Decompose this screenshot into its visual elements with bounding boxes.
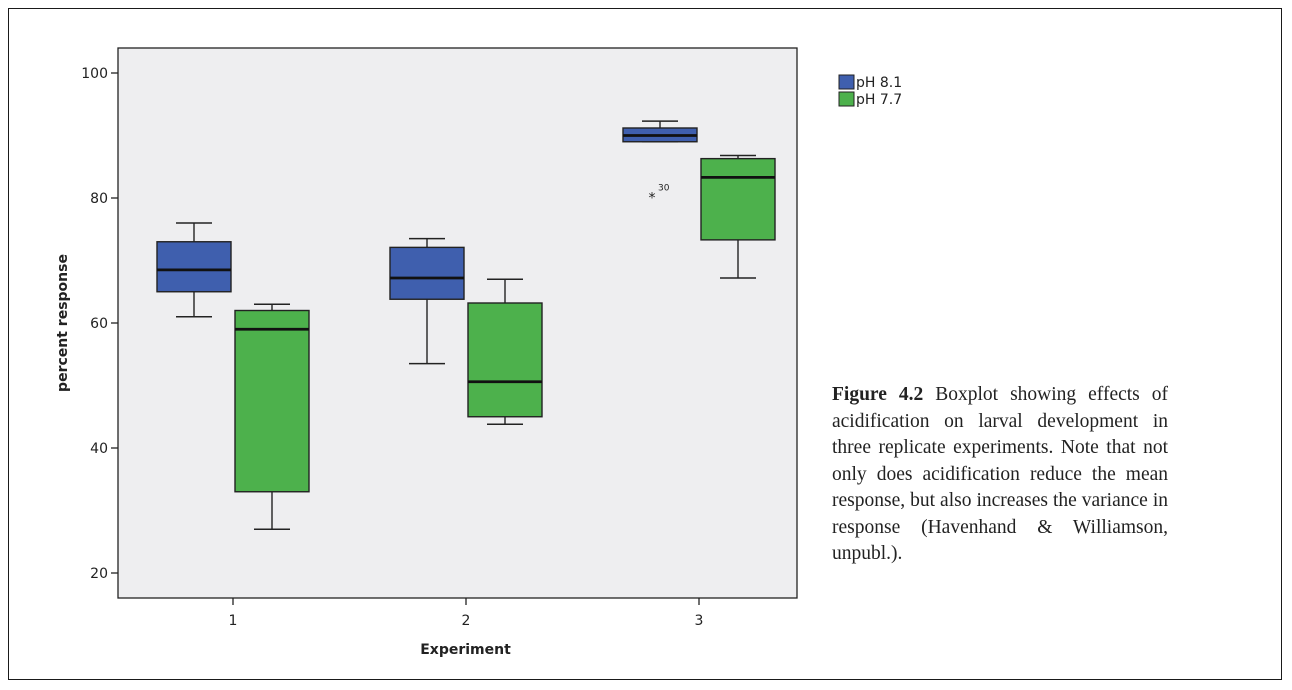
figure-caption: Figure 4.2 Boxplot showing effects of ac… bbox=[832, 382, 1168, 568]
x-axis: 1 2 3 bbox=[229, 598, 704, 629]
outlier-marker: * bbox=[649, 190, 656, 206]
box-iqr bbox=[467, 302, 543, 418]
figure-frame bbox=[8, 8, 1282, 680]
outlier-label: 30 bbox=[658, 183, 670, 193]
x-tick-label-2: 2 bbox=[462, 613, 471, 629]
y-axis: 20 40 60 80 100 bbox=[81, 66, 118, 582]
box-ph81-exp1 bbox=[156, 222, 232, 318]
box-ph77-exp2 bbox=[467, 278, 543, 425]
x-tick-label-3: 3 bbox=[695, 613, 704, 629]
caption-label: Figure 4.2 bbox=[832, 384, 924, 405]
y-tick-label-80: 80 bbox=[90, 191, 108, 207]
box-ph81-exp3 bbox=[622, 120, 698, 143]
x-axis-title: Experiment bbox=[420, 642, 511, 658]
legend-swatch-ph77 bbox=[838, 91, 855, 107]
boxes-layer bbox=[156, 120, 776, 530]
x-tick-label-1: 1 bbox=[229, 613, 238, 629]
y-tick-label-100: 100 bbox=[81, 66, 108, 82]
y-tick-label-40: 40 bbox=[90, 441, 108, 457]
y-tick-label-60: 60 bbox=[90, 316, 108, 332]
legend-swatch-ph81 bbox=[838, 74, 855, 90]
box-iqr bbox=[156, 241, 232, 293]
y-axis-title: percent response bbox=[55, 254, 71, 392]
box-ph77-exp3 bbox=[700, 154, 776, 279]
box-iqr bbox=[234, 309, 310, 493]
y-tick-label-20: 20 bbox=[90, 566, 108, 582]
outliers-layer: *30 bbox=[649, 183, 670, 206]
legend-label-ph81: pH 8.1 bbox=[856, 75, 902, 91]
caption-text: Boxplot showing effects of acidification… bbox=[832, 384, 1168, 564]
legend-label-ph77: pH 7.7 bbox=[856, 92, 902, 108]
box-iqr bbox=[389, 246, 465, 300]
box-ph77-exp1 bbox=[234, 303, 310, 530]
box-ph81-exp2 bbox=[389, 237, 465, 365]
legend: pH 8.1pH 7.7 bbox=[838, 74, 902, 108]
box-iqr bbox=[700, 157, 776, 241]
